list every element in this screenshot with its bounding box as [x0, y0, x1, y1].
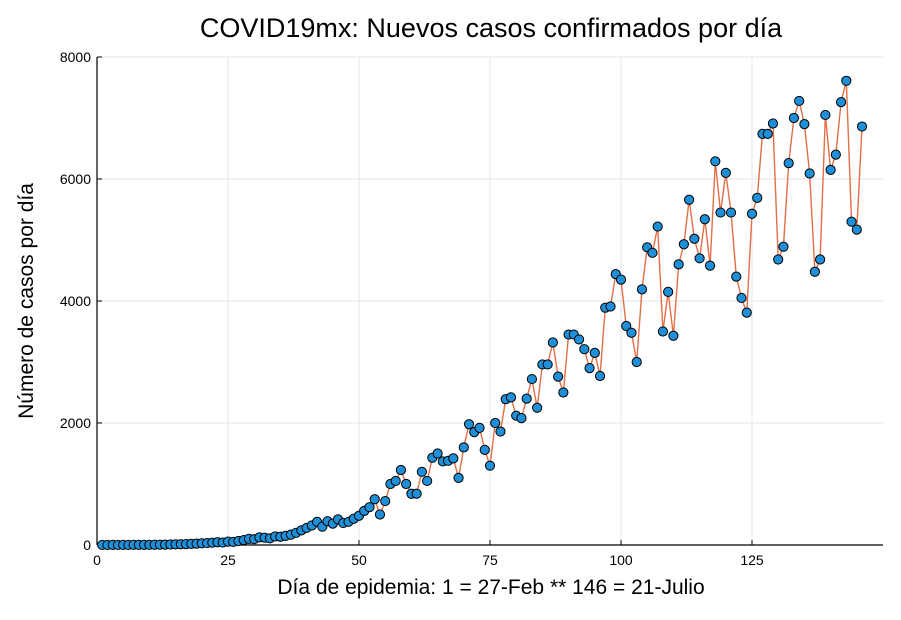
- data-point: [710, 156, 721, 167]
- data-point: [820, 109, 831, 121]
- data-point: [594, 370, 606, 382]
- data-point: [542, 359, 553, 370]
- data-point: [532, 402, 543, 413]
- data-point: [851, 224, 862, 235]
- data-point: [416, 466, 427, 477]
- data-point: [856, 121, 868, 132]
- data-point: [767, 118, 779, 129]
- data-point: [684, 194, 695, 205]
- data-point: [694, 253, 705, 264]
- data-point: [725, 207, 737, 218]
- data-point: [720, 167, 731, 178]
- data-point: [432, 448, 443, 459]
- data-point: [579, 344, 590, 355]
- data-point: [783, 158, 794, 169]
- data-point: [804, 168, 815, 179]
- data-point: [825, 164, 836, 175]
- series-points: [97, 75, 868, 551]
- data-point: [573, 334, 585, 345]
- data-point: [663, 286, 674, 297]
- data-point: [678, 239, 689, 250]
- data-point: [704, 260, 716, 271]
- data-point: [490, 417, 501, 429]
- data-point: [369, 494, 380, 505]
- data-point: [699, 214, 710, 225]
- data-point: [364, 502, 375, 513]
- data-point: [448, 453, 459, 464]
- data-point: [799, 119, 810, 130]
- data-point: [479, 444, 490, 455]
- data-point: [689, 233, 700, 244]
- data-point: [815, 254, 826, 265]
- y-tick-label: 0: [83, 537, 91, 553]
- x-tick-label: 100: [609, 552, 633, 568]
- data-point: [395, 464, 407, 476]
- data-point: [731, 271, 742, 282]
- y-axis-label: Número de casos por día: [15, 183, 38, 419]
- tick-labels: 0 25 50 75 100 125 0 2000 4000 6000 8000: [60, 49, 764, 568]
- data-point: [636, 284, 648, 295]
- data-point: [762, 128, 773, 139]
- data-point: [668, 330, 679, 341]
- data-point: [422, 475, 433, 487]
- data-point: [558, 387, 569, 398]
- data-point: [647, 247, 658, 258]
- data-point: [484, 460, 496, 471]
- data-point: [401, 478, 412, 490]
- data-point: [453, 472, 464, 483]
- data-point: [736, 292, 747, 304]
- x-tick-label: 75: [482, 552, 498, 568]
- data-point: [626, 327, 637, 338]
- chart-title: COVID19mx: Nuevos casos confirmados por …: [200, 13, 783, 43]
- data-point: [547, 337, 558, 348]
- data-point: [380, 495, 391, 507]
- data-point: [835, 97, 847, 108]
- data-point: [752, 192, 763, 204]
- data-point: [794, 95, 805, 107]
- data-point: [463, 419, 475, 430]
- data-point: [715, 207, 726, 218]
- x-tick-label: 50: [351, 552, 367, 568]
- data-point: [621, 320, 632, 332]
- data-point: [526, 373, 538, 385]
- data-point: [553, 371, 564, 382]
- data-point: [505, 392, 517, 403]
- data-point: [390, 475, 401, 487]
- data-point: [615, 274, 627, 285]
- data-point: [809, 266, 820, 277]
- data-point: [652, 221, 663, 232]
- data-point: [841, 75, 852, 86]
- y-tick-label: 6000: [60, 171, 91, 187]
- y-tick-label: 8000: [60, 49, 91, 65]
- data-point: [521, 393, 532, 404]
- data-point: [605, 301, 616, 312]
- x-tick-label: 25: [220, 552, 236, 568]
- y-tick-label: 2000: [60, 415, 91, 431]
- data-point: [516, 413, 527, 424]
- x-tick-label: 125: [740, 552, 764, 568]
- data-point: [411, 488, 422, 499]
- y-tick-label: 4000: [60, 293, 91, 309]
- data-point: [589, 347, 600, 358]
- x-tick-label: 0: [93, 552, 101, 568]
- data-point: [374, 509, 386, 520]
- data-point: [458, 442, 469, 453]
- data-point: [474, 422, 485, 433]
- data-point: [584, 363, 595, 374]
- data-point: [631, 356, 642, 368]
- data-point: [788, 112, 800, 124]
- data-point: [673, 259, 684, 270]
- data-point: [773, 254, 784, 265]
- data-point: [657, 326, 669, 337]
- data-point: [846, 216, 857, 227]
- data-point: [495, 426, 506, 437]
- data-point: [746, 208, 758, 219]
- data-point: [741, 307, 752, 318]
- data-point: [778, 241, 789, 252]
- x-axis-label: Día de epidemia: 1 = 27-Feb ** 146 = 21-…: [277, 576, 704, 599]
- data-point: [830, 149, 841, 160]
